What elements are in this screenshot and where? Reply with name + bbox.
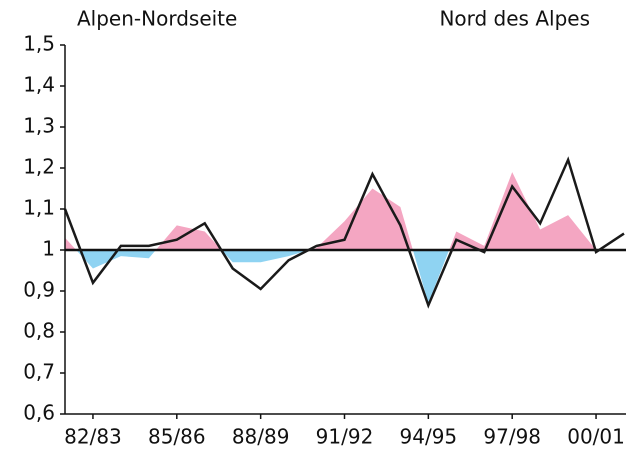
x-tick-label: 94/95 <box>400 425 458 449</box>
y-tick-label: 0,8 <box>23 319 55 343</box>
x-tick-label: 91/92 <box>316 425 374 449</box>
x-tick-label: 85/86 <box>148 425 206 449</box>
annotation: Nord des Alpes <box>439 7 590 31</box>
annotation: Alpen-Nordseite <box>77 7 237 31</box>
y-tick-label: 1,1 <box>23 196 55 220</box>
x-tick-label: 82/83 <box>64 425 122 449</box>
area-below <box>65 250 624 304</box>
y-tick-label: 1,3 <box>23 114 55 138</box>
area-above <box>65 172 624 250</box>
y-tick-label: 1 <box>42 237 55 261</box>
y-tick-label: 0,7 <box>23 360 55 384</box>
x-tick-label: 97/98 <box>483 425 541 449</box>
y-tick-label: 1,2 <box>23 155 55 179</box>
x-tick-label: 00/01 <box>567 425 625 449</box>
y-tick-label: 1,5 <box>23 32 55 56</box>
y-tick-label: 0,6 <box>23 401 55 425</box>
y-tick-label: 0,9 <box>23 278 55 302</box>
line <box>63 156 625 309</box>
y-tick-label: 1,4 <box>23 73 55 97</box>
x-tick-label: 88/89 <box>232 425 290 449</box>
